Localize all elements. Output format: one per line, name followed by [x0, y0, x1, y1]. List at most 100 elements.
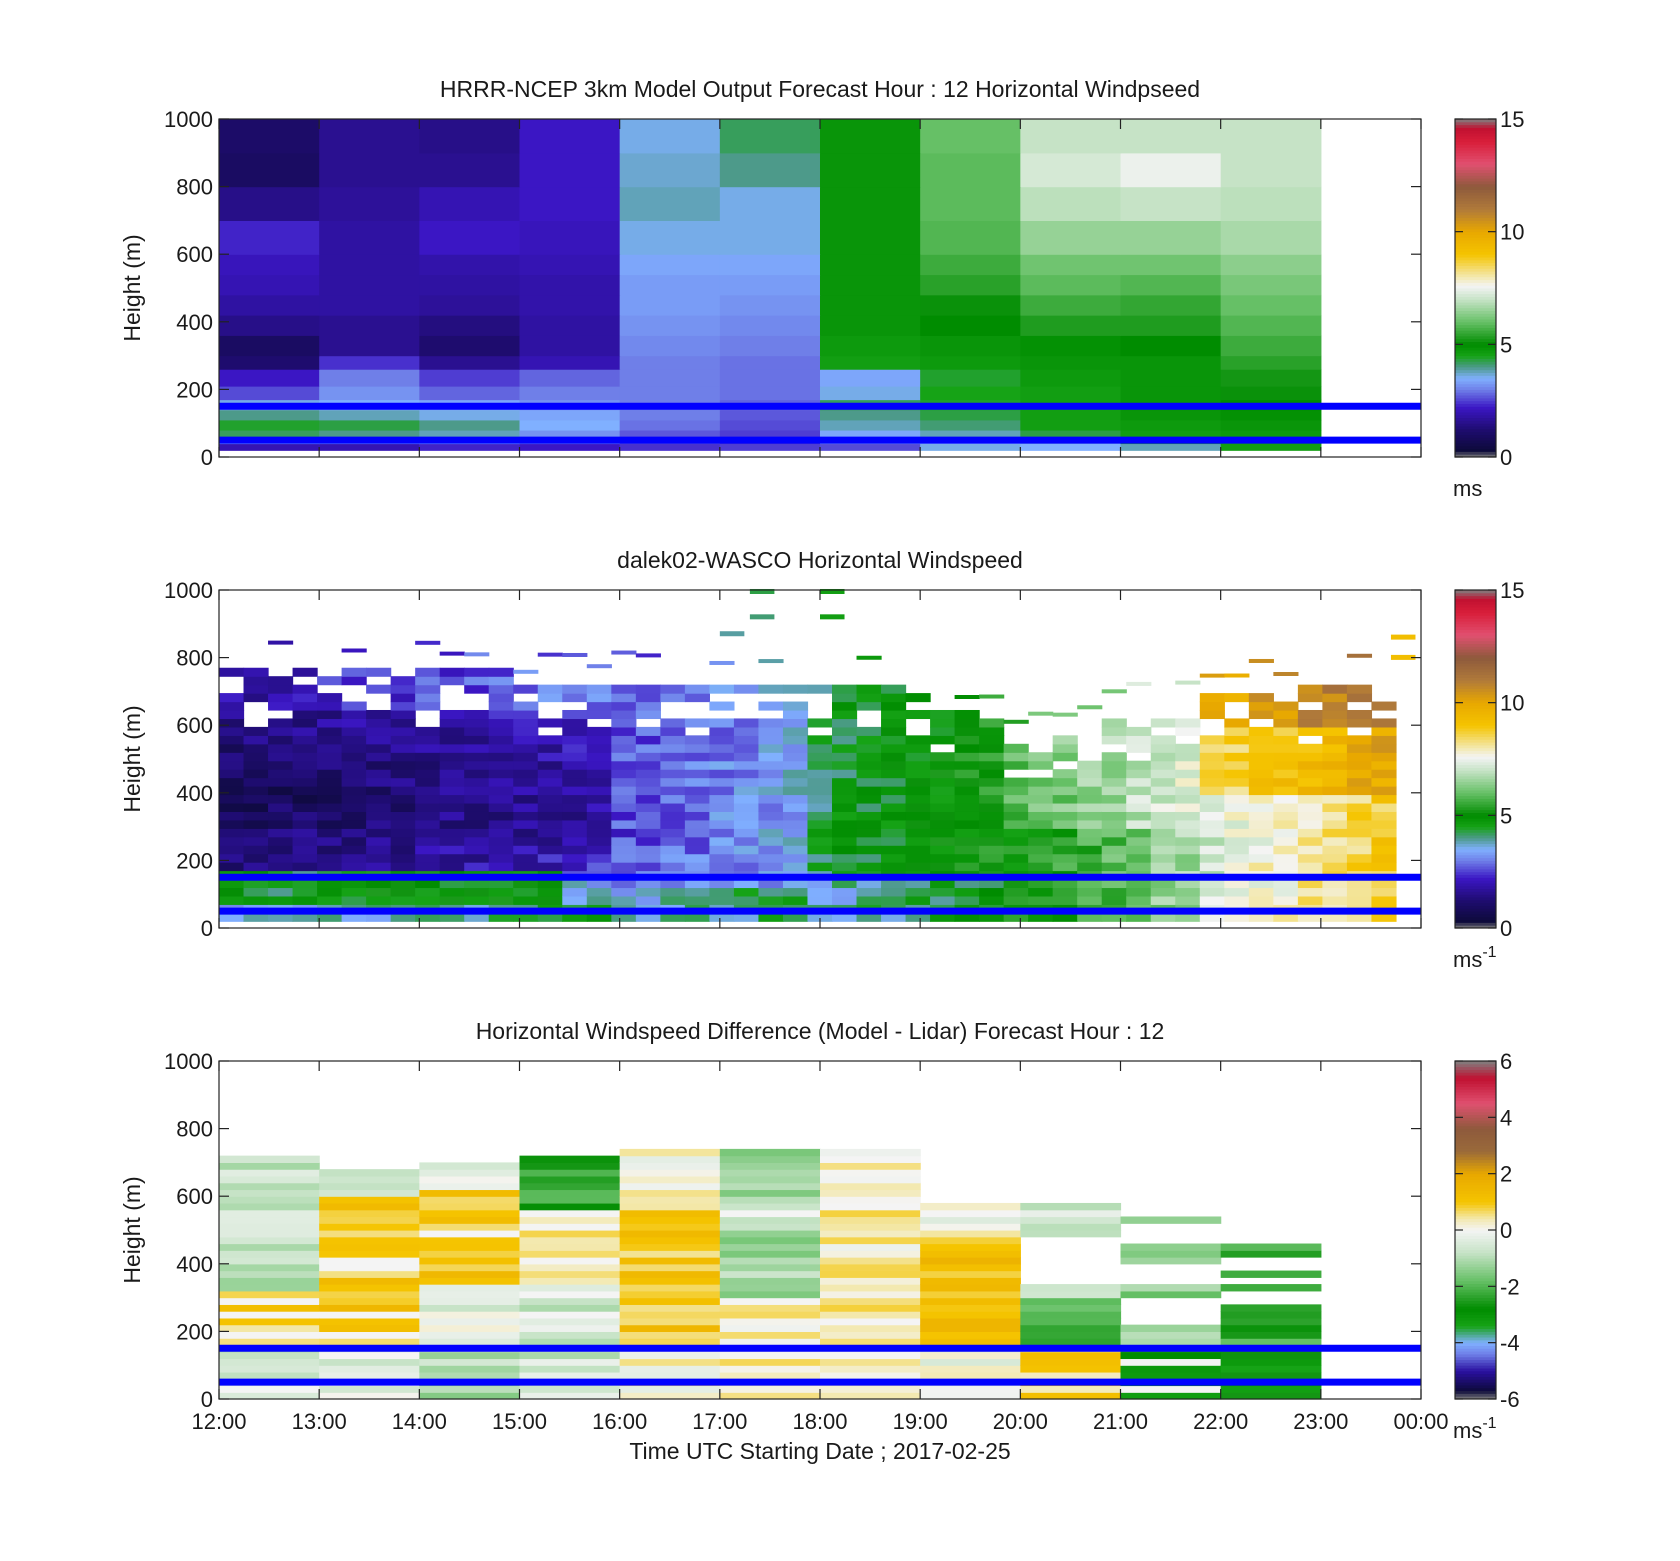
heatmap-cell [758, 726, 784, 736]
colorbar-swatch [1455, 1387, 1496, 1392]
heatmap-cell [1028, 760, 1054, 770]
heatmap-cell [439, 819, 465, 829]
heatmap-cell [1220, 1365, 1322, 1373]
heatmap-cell [881, 718, 907, 728]
heatmap-cell [881, 693, 907, 703]
colorbar-swatch [1455, 1187, 1496, 1192]
colorbar-swatch [1455, 310, 1496, 314]
heatmap-cell [635, 693, 661, 703]
heatmap-cell [611, 684, 637, 694]
heatmap-cell [1120, 254, 1222, 276]
heatmap-cell [881, 887, 907, 897]
colorbar-swatch [1455, 124, 1496, 128]
colorbar-swatch [1455, 1362, 1496, 1366]
colorbar-swatch [1455, 1238, 1496, 1242]
heatmap-cell [464, 769, 490, 779]
heatmap-cell [619, 1216, 721, 1224]
heatmap-cell [1322, 811, 1348, 821]
heatmap-cell [464, 811, 490, 821]
heatmap-cell [782, 718, 809, 728]
heatmap-cell [782, 735, 809, 745]
colorbar-swatch [1455, 1317, 1496, 1321]
heatmap-cell [1224, 743, 1250, 753]
heatmap-cell [954, 769, 980, 779]
heatmap-cell [635, 862, 661, 872]
heatmap-cell [619, 1277, 721, 1285]
heatmap-cell [488, 667, 514, 677]
heatmap-cell [979, 735, 1005, 745]
heatmap-cell [1101, 802, 1127, 812]
colorbar-swatch [1455, 694, 1496, 698]
heatmap-cell [920, 1304, 1021, 1312]
heatmap-cell [439, 667, 465, 677]
colorbar-swatch [1455, 333, 1496, 337]
heatmap-cell [611, 650, 637, 655]
colorbar-swatch [1455, 823, 1496, 828]
reference-lines [219, 402, 1421, 444]
heatmap-cell [317, 794, 343, 804]
heatmap-cell [562, 887, 588, 897]
colorbar-swatch [1455, 719, 1496, 723]
heatmap-cell [1052, 828, 1078, 838]
colorbar-swatch [1455, 815, 1496, 819]
heatmap-cell [920, 1270, 1021, 1278]
heatmap-cell [366, 667, 392, 677]
heatmap-cell [1101, 819, 1127, 829]
heatmap-cell [1020, 119, 1122, 154]
heatmap-cell [1052, 777, 1078, 787]
heatmap-cell [719, 1148, 821, 1157]
heatmap-cell [419, 1365, 521, 1373]
heatmap-cell [1273, 752, 1299, 762]
heatmap-cell [219, 1202, 320, 1211]
heatmap-cell [820, 443, 921, 451]
heatmap-cell [611, 828, 637, 838]
heatmap-cell [219, 912, 245, 922]
heatmap-cell [920, 1263, 1021, 1272]
heatmap-cell [684, 769, 710, 779]
heatmap-cell [513, 878, 539, 889]
heatmap-cell [930, 828, 956, 838]
heatmap-cell [719, 631, 745, 637]
heatmap-cell [758, 878, 784, 889]
colorbar-swatch [1455, 276, 1496, 281]
heatmap-cell [1120, 220, 1222, 255]
heatmap-cell [831, 777, 858, 787]
heatmap-cell [831, 794, 858, 804]
heatmap-cell [954, 735, 980, 745]
heatmap-cell [719, 335, 821, 357]
heatmap-cell [782, 862, 809, 872]
heatmap-cell [930, 726, 956, 736]
heatmap-cell [684, 794, 710, 804]
heatmap-cell [415, 912, 441, 922]
colorbar-tick-label: -2 [1500, 1274, 1520, 1299]
heatmap-cell [1297, 777, 1323, 787]
heatmap-cell [419, 152, 521, 188]
heatmap-cell [1371, 760, 1397, 770]
heatmap-cell [1224, 752, 1250, 762]
heatmap-cell [831, 887, 858, 897]
heatmap-cell [709, 743, 735, 753]
heatmap-cell [1346, 845, 1373, 855]
heatmap-cell [782, 828, 809, 838]
heatmap-cell [881, 802, 907, 812]
heatmap-cell [719, 1358, 821, 1366]
heatmap-cell [1346, 878, 1373, 889]
colorbar-swatch [1455, 1342, 1496, 1346]
colorbar-swatch [1455, 1213, 1496, 1217]
colorbar-swatch [1455, 155, 1496, 159]
heatmap-cell [243, 862, 269, 872]
heatmap-cell [1120, 429, 1222, 438]
heatmap-cell [820, 1169, 921, 1177]
colorbar-swatch [1455, 316, 1496, 320]
heatmap-cell [513, 845, 539, 855]
heatmap-cell [1273, 819, 1299, 829]
colorbar-swatch [1455, 713, 1496, 718]
heatmap-cell [519, 220, 621, 255]
heatmap-cell [1371, 819, 1397, 829]
heatmap-cell [807, 895, 833, 905]
heatmap-cell [979, 743, 1005, 753]
heatmap-cell [1077, 853, 1103, 863]
heatmap-cell [1028, 786, 1054, 796]
heatmap-cell [1371, 878, 1397, 889]
